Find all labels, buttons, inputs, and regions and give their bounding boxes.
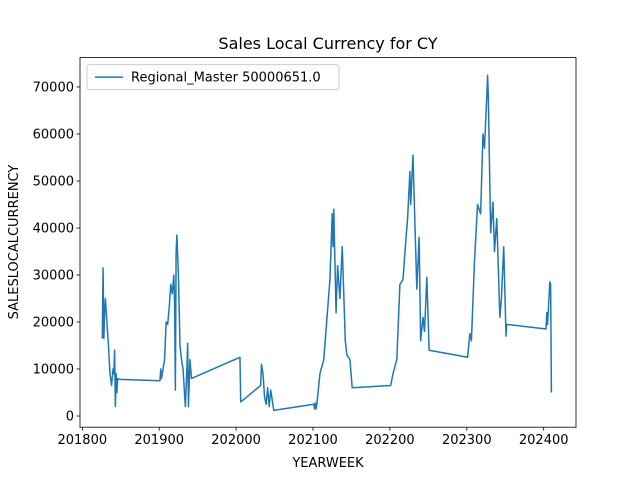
- x-tick-label: 202400: [519, 433, 569, 448]
- y-tick-label: 0: [66, 410, 74, 425]
- x-tick-label: 202000: [211, 433, 261, 448]
- x-tick-label: 201900: [134, 433, 184, 448]
- y-tick-label: 70000: [33, 80, 74, 95]
- y-tick-label: 60000: [33, 127, 74, 142]
- y-tick-label: 10000: [33, 363, 74, 378]
- data-line: [101, 74, 553, 412]
- axes-frame: [79, 57, 577, 428]
- x-tick-label: 201800: [57, 433, 107, 448]
- y-tick-label: 20000: [33, 316, 74, 331]
- y-tick-label: 40000: [33, 221, 74, 236]
- x-tick-label: 202300: [442, 433, 492, 448]
- y-tick-label: 30000: [33, 268, 74, 283]
- y-tick-label: 50000: [33, 174, 74, 189]
- chart-title: Sales Local Currency for CY: [218, 34, 437, 53]
- legend-box: [86, 64, 340, 91]
- y-axis-label: SALESLOCALCURRENCY: [7, 165, 22, 320]
- x-tick-label: 202100: [288, 433, 338, 448]
- x-axis-label: YEARWEEK: [291, 456, 364, 471]
- x-tick-label: 202200: [365, 433, 415, 448]
- legend-label: Regional_Master 50000651.0: [131, 71, 321, 86]
